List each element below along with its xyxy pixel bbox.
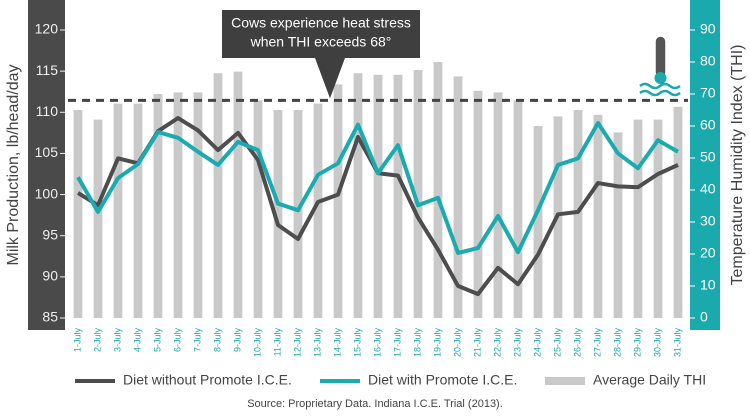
x-tick-label: 2-July [92,328,102,353]
x-tick-label: 23-July [512,328,522,358]
y-tick-label: 90 [42,268,58,284]
bar [453,76,463,319]
y2-tick-label: 60 [700,117,716,133]
bar [153,94,163,318]
bar [313,103,323,318]
x-tick-label: 14-July [332,328,342,358]
y-tick-label: 115 [36,62,59,78]
bar [253,100,263,319]
legend-label: Diet without Promote I.C.E. [123,372,292,388]
x-tick-label: 30-July [652,328,662,358]
x-tick-label: 24-July [532,328,542,358]
bar [73,110,83,318]
x-tick-label: 7-July [192,328,202,353]
x-tick-label: 28-July [612,328,622,358]
right-axis-band [690,0,720,330]
y-tick-label: 105 [35,144,59,160]
bar [393,74,403,318]
x-tick-label: 6-July [172,328,182,353]
bar [633,119,643,318]
annotation-box [222,10,420,99]
bar [433,62,443,318]
annotation-text: Cows experience heat stress [231,15,411,31]
bar [573,110,583,318]
bar [93,119,103,318]
y2-tick-label: 30 [700,213,716,229]
legend-label: Average Daily THI [593,372,706,388]
thermometer-icon [639,36,681,97]
x-tick-label: 9-July [232,328,242,353]
x-tick-label: 16-July [372,328,382,358]
x-tick-label: 31-July [672,328,682,358]
y2-tick-label: 10 [700,277,716,293]
plot [68,62,688,319]
x-tick-label: 18-July [412,328,422,358]
bar [533,126,543,318]
y-tick-label: 85 [42,309,58,325]
y-tick-label: 95 [42,226,58,242]
bar [593,114,603,318]
bar [493,92,503,319]
bar [413,70,423,318]
bar [193,92,203,319]
bar [613,132,623,318]
bar [133,103,143,318]
x-tick-label: 25-July [552,328,562,358]
x-tick-label: 5-July [152,328,162,353]
bar [333,84,343,319]
y-tick-label: 100 [35,185,59,201]
y2-tick-label: 20 [700,245,716,261]
x-tick-label: 17-July [392,328,402,358]
x-tick-label: 29-July [632,328,642,358]
y2-tick-label: 50 [700,149,716,165]
x-tick-label: 1-July [72,328,82,353]
bar [293,110,303,318]
x-tick-label: 19-July [432,328,442,358]
y-tick-label: 110 [36,103,59,119]
y2-tick-label: 90 [700,21,716,37]
bar [213,73,223,318]
x-tick-label: 20-July [452,328,462,358]
x-tick-label: 13-July [312,328,322,358]
bar [653,119,663,318]
line [76,120,679,255]
left-axis-band [28,0,65,330]
x-tick-label: 3-July [112,328,122,353]
legend-label: Diet with Promote I.C.E. [368,372,517,388]
bar [273,110,283,318]
bar [173,92,183,319]
y2-tick-label: 40 [700,181,716,197]
x-tick-label: 11-July [272,328,282,357]
y2-tick-label: 0 [700,309,708,325]
y2-tick-label: 70 [700,85,716,101]
x-tick-label: 4-July [132,328,142,353]
bar [233,71,243,318]
bar [473,90,483,318]
bar [373,74,383,318]
y-tick-label: 120 [35,21,59,37]
y-axis-label: Milk Production, lb/head/day [5,65,22,266]
x-tick-label: 8-July [212,328,222,353]
bar [353,73,363,318]
bar [113,103,123,318]
x-tick-label: 15-July [352,328,362,358]
x-tick-label: 21-July [472,328,482,358]
source: Source: Proprietary Data. Indiana I.C.E.… [247,398,503,410]
x-tick-label: 12-July [292,328,302,358]
bar [513,100,523,319]
x-tick-label: 22-July [492,328,502,358]
annotation-text: when THI exceeds 68° [250,34,392,50]
x-tick-label: 27-July [592,328,602,358]
y2-axis-label: Temperature Humidity Index (THI) [729,45,746,286]
x-tick-label: 26-July [572,328,582,358]
y2-tick-label: 80 [700,53,716,69]
bar [673,106,683,318]
x-tick-label: 10-July [252,328,262,358]
